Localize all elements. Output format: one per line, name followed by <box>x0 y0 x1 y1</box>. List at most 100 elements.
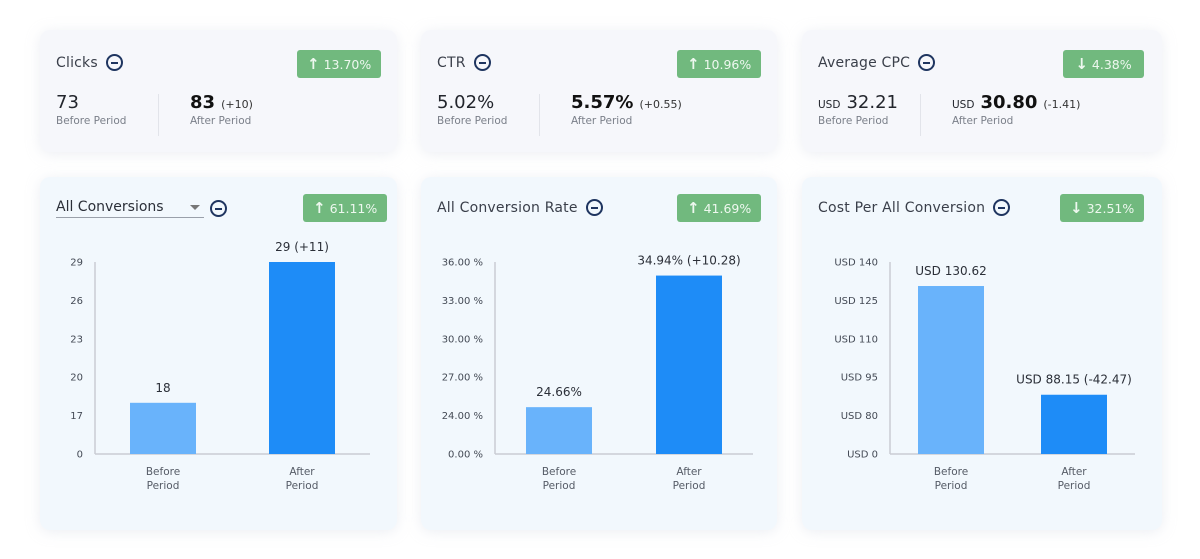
currency-label: USD <box>818 99 841 111</box>
all-conversion-rate-bar-chart: 0.00 % 24.00 % 27.00 % 30.00 % 33.00 % 36.00 … <box>442 254 753 492</box>
card-title: All Conversion Rate <box>437 199 603 216</box>
divider <box>920 94 921 136</box>
cost-per-all-conversion-bar-chart: USD 0 USD 80 USD 95 USD 110 USD 125 USD 140 US… <box>834 258 1135 492</box>
y-tick-label: USD 110 <box>834 334 878 345</box>
currency-label: USD <box>952 99 975 111</box>
y-tick-label: USD 0 <box>847 450 878 461</box>
after-delta: (+10) <box>221 98 253 111</box>
all-conversions-bar-chart: 0 17 20 23 26 29 18 Before Period 29 (+11) After Pe… <box>70 240 370 492</box>
after-label: After Period <box>952 115 1014 127</box>
y-tick-label: 23 <box>70 334 83 345</box>
all-conversions-card: All Conversions ↑ 61.11% 0 17 20 23 26 29 18 Be… <box>40 177 397 530</box>
data-label: USD 88.15 (-42.47) <box>1016 373 1132 387</box>
bar-before-period[interactable] <box>526 407 592 454</box>
card-title: Cost Per All Conversion <box>818 199 1011 216</box>
before-value-row: USD 32.21 <box>818 92 898 113</box>
before-label: Before Period <box>56 115 127 127</box>
before-metric: 73 Before Period <box>56 92 126 127</box>
x-tick-label: Before Period <box>146 466 180 492</box>
y-tick-label: 0 <box>77 450 83 461</box>
data-label: 34.94% (+10.28) <box>637 254 740 268</box>
x-tick-label: Before Period <box>542 466 576 492</box>
arrow-up-icon: ↑ <box>307 54 320 73</box>
change-badge: ↑ 61.11% <box>303 194 388 222</box>
bar-after-period[interactable] <box>269 262 335 454</box>
minus-circle-icon[interactable] <box>105 54 123 71</box>
after-value: 5.57% <box>571 92 634 113</box>
after-value: 30.80 <box>980 92 1038 113</box>
change-badge: ↓ 32.51% <box>1060 194 1145 222</box>
arrow-down-icon: ↓ <box>1070 198 1083 217</box>
badge-value: 13.70% <box>323 56 372 72</box>
card-title: Clicks <box>56 54 123 71</box>
badge-value: 32.51% <box>1086 200 1135 216</box>
card-title-text: All Conversion Rate <box>437 199 578 216</box>
divider <box>158 94 159 136</box>
arrow-down-icon: ↓ <box>1075 54 1088 73</box>
data-label: 18 <box>155 381 170 395</box>
minus-circle-icon[interactable] <box>210 200 227 217</box>
y-tick-label: 24.00 % <box>442 411 483 422</box>
all-conversion-rate-card: All Conversion Rate ↑ 41.69% 0.00 % 24.00… <box>421 177 777 530</box>
arrow-up-icon: ↑ <box>687 54 700 73</box>
after-value-row: USD 30.80 (-1.41) <box>952 92 1080 113</box>
x-tick-label: After Period <box>673 466 706 492</box>
y-tick-label: 33.00 % <box>442 296 483 307</box>
y-tick-label: 20 <box>70 373 83 384</box>
after-metric: 83 (+10) After Period <box>190 92 253 127</box>
card-title-text: Clicks <box>56 54 98 71</box>
y-tick-label: 26 <box>70 296 83 307</box>
card-title-text: Cost Per All Conversion <box>818 199 986 216</box>
change-badge: ↑ 13.70% <box>297 50 382 78</box>
before-metric: 5.02% Before Period <box>437 92 507 127</box>
after-delta: (-1.41) <box>1043 98 1081 111</box>
before-value: 32.21 <box>846 92 898 113</box>
badge-value: 41.69% <box>703 200 752 216</box>
after-value: 83 <box>190 92 216 113</box>
minus-circle-icon[interactable] <box>585 199 603 216</box>
before-label: Before Period <box>818 115 889 127</box>
y-tick-label: 17 <box>70 411 83 422</box>
bar-after-period[interactable] <box>1041 394 1107 454</box>
card-title: CTR <box>437 54 491 71</box>
metric-dropdown[interactable]: All Conversions <box>56 199 204 218</box>
cost-per-all-conversion-card: Cost Per All Conversion ↓ 32.51% USD 0 US… <box>802 177 1162 530</box>
bar-after-period[interactable] <box>656 275 722 454</box>
arrow-up-icon: ↑ <box>313 198 326 217</box>
minus-circle-icon[interactable] <box>473 54 491 71</box>
y-tick-label: 36.00 % <box>442 258 483 269</box>
card-title-text: Average CPC <box>818 54 911 71</box>
y-tick-label: USD 140 <box>834 258 878 269</box>
arrow-up-icon: ↑ <box>687 198 700 217</box>
before-label: Before Period <box>437 115 508 127</box>
minus-circle-icon[interactable] <box>918 54 936 71</box>
change-badge: ↑ 10.96% <box>677 50 762 78</box>
data-label: 29 (+11) <box>275 240 329 254</box>
y-tick-label: 29 <box>70 258 83 269</box>
bar-before-period[interactable] <box>130 402 196 454</box>
x-tick-label: After Period <box>1058 466 1091 492</box>
after-value-row: 83 (+10) <box>190 92 253 113</box>
before-value: 5.02% <box>437 92 495 113</box>
after-delta: (+0.55) <box>639 98 682 111</box>
card-title-text: CTR <box>437 54 466 71</box>
badge-value: 4.38% <box>1091 56 1132 72</box>
change-badge: ↑ 41.69% <box>677 194 762 222</box>
data-label: 24.66% <box>536 385 582 399</box>
y-tick-label: 0.00 % <box>448 450 483 461</box>
before-value: 73 <box>56 92 79 113</box>
y-tick-label: 30.00 % <box>442 334 483 345</box>
after-metric: USD 30.80 (-1.41) After Period <box>952 92 1080 127</box>
clicks-card: Clicks ↑ 13.70% 73 Before Period 83 (+10… <box>40 30 397 152</box>
y-tick-label: USD 80 <box>841 411 878 422</box>
x-tick-label: Before Period <box>934 466 968 492</box>
card-title: Average CPC <box>818 54 936 71</box>
bar-before-period[interactable] <box>918 286 984 454</box>
badge-value: 61.11% <box>329 200 378 216</box>
minus-circle-icon[interactable] <box>993 199 1011 216</box>
average-cpc-card: Average CPC ↓ 4.38% USD 32.21 Before Per… <box>802 30 1162 152</box>
divider <box>539 94 540 136</box>
chevron-down-icon <box>190 204 200 210</box>
badge-value: 10.96% <box>703 56 752 72</box>
ctr-card: CTR ↑ 10.96% 5.02% Before Period 5.57% (… <box>421 30 777 152</box>
